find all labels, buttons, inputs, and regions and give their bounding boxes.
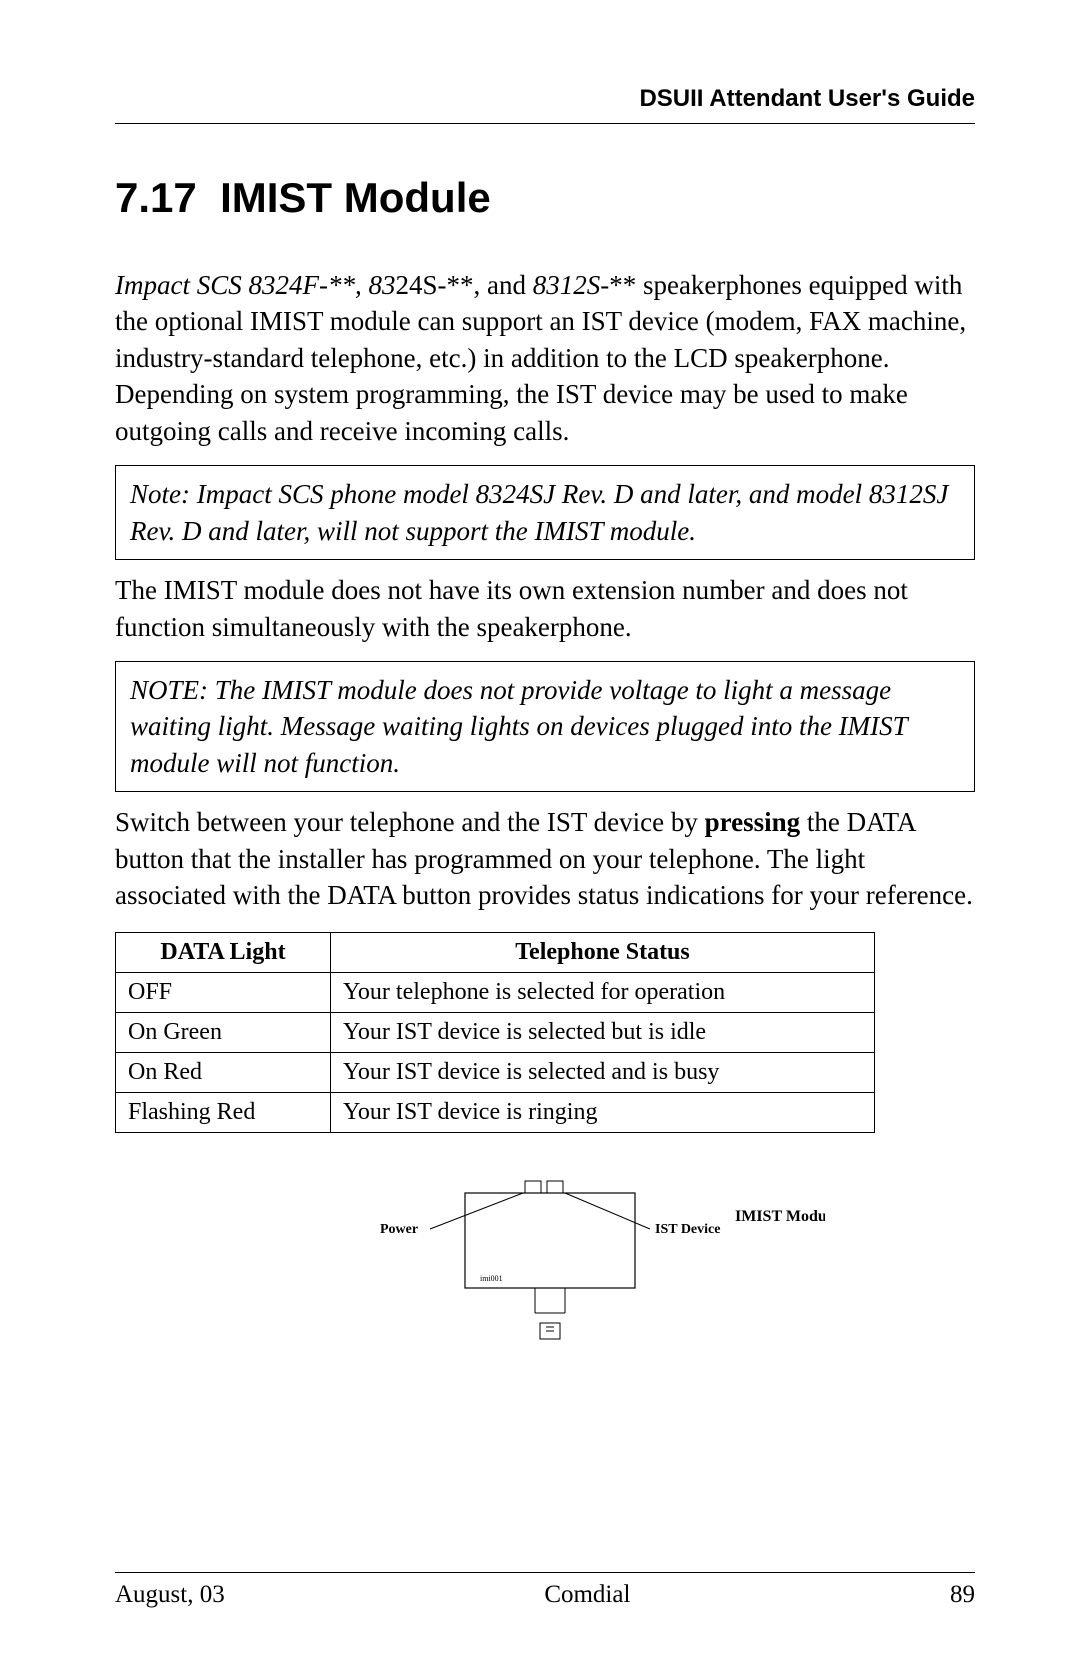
table-cell: Your IST device is ringing bbox=[331, 1092, 875, 1132]
p1-model3: 8312S bbox=[533, 270, 601, 300]
header-doc-title: DSUII Attendant User's Guide bbox=[115, 85, 975, 123]
table-row: OFF Your telephone is selected for opera… bbox=[116, 972, 875, 1012]
paragraph-2: The IMIST module does not have its own e… bbox=[115, 572, 975, 645]
table-cell: Your telephone is selected for operation bbox=[331, 972, 875, 1012]
data-light-table: DATA Light Telephone Status OFF Your tel… bbox=[115, 932, 875, 1133]
document-page: DSUII Attendant User's Guide 7.17 IMIST … bbox=[0, 0, 1080, 1669]
table-cell: Your IST device is selected and is busy bbox=[331, 1052, 875, 1092]
footer-row: August, 03 Comdial 89 bbox=[115, 1581, 975, 1609]
table-row: Flashing Red Your IST device is ringing bbox=[116, 1092, 875, 1132]
note2-text: NOTE: The IMIST module does not provide … bbox=[130, 675, 907, 778]
section-title: IMIST Module bbox=[220, 174, 491, 221]
table-cell: On Red bbox=[116, 1052, 331, 1092]
diagram-svg: imi001 Power IST Device IMIST Module bbox=[265, 1173, 825, 1353]
p3-bold: pressing bbox=[705, 807, 801, 837]
diagram-module-label: IMIST Module bbox=[735, 1208, 825, 1225]
top-connector-2-icon bbox=[547, 1181, 563, 1193]
table-cell: OFF bbox=[116, 972, 331, 1012]
ist-pointer-line bbox=[565, 1193, 650, 1229]
section-heading: 7.17 IMIST Module bbox=[115, 174, 975, 222]
note-box-1: Note: Impact SCS phone model 8324SJ Rev.… bbox=[115, 465, 975, 560]
section-number: 7.17 bbox=[115, 174, 197, 221]
table-row: On Green Your IST device is selected but… bbox=[116, 1012, 875, 1052]
diagram-ist-label: IST Device bbox=[655, 1222, 720, 1237]
page-footer: August, 03 Comdial 89 bbox=[115, 1572, 975, 1609]
table-cell: Your IST device is selected but is idle bbox=[331, 1012, 875, 1052]
paragraph-3: Switch between your telephone and the IS… bbox=[115, 804, 975, 913]
p3-before: Switch between your telephone and the IS… bbox=[115, 807, 705, 837]
table-col-0: DATA Light bbox=[116, 932, 331, 972]
header-rule bbox=[115, 123, 975, 124]
power-pointer-line bbox=[430, 1193, 523, 1229]
p1-mid: 24S-**, bbox=[395, 270, 480, 300]
diagram-power-label: Power bbox=[380, 1222, 418, 1237]
paragraph-1: Impact SCS 8324F-**, 8324S-**, and 8312S… bbox=[115, 267, 975, 449]
table-row: On Red Your IST device is selected and i… bbox=[116, 1052, 875, 1092]
p1-italic-prefix: Impact SCS 8324F-**, 83 bbox=[115, 270, 395, 300]
table-header-row: DATA Light Telephone Status bbox=[116, 932, 875, 972]
footer-right: 89 bbox=[950, 1581, 975, 1609]
module-inner-label: imi001 bbox=[480, 1274, 503, 1283]
table-cell: On Green bbox=[116, 1012, 331, 1052]
p1-and: and bbox=[480, 270, 532, 300]
top-connector-1-icon bbox=[525, 1181, 541, 1193]
footer-rule bbox=[115, 1572, 975, 1573]
imist-diagram: imi001 Power IST Device IMIST Module bbox=[115, 1173, 975, 1358]
footer-left: August, 03 bbox=[115, 1581, 225, 1609]
footer-center: Comdial bbox=[544, 1581, 630, 1609]
table-col-1: Telephone Status bbox=[331, 932, 875, 972]
table-cell: Flashing Red bbox=[116, 1092, 331, 1132]
note-box-2: NOTE: The IMIST module does not provide … bbox=[115, 661, 975, 792]
note1-text: Note: Impact SCS phone model 8324SJ Rev.… bbox=[130, 479, 948, 545]
